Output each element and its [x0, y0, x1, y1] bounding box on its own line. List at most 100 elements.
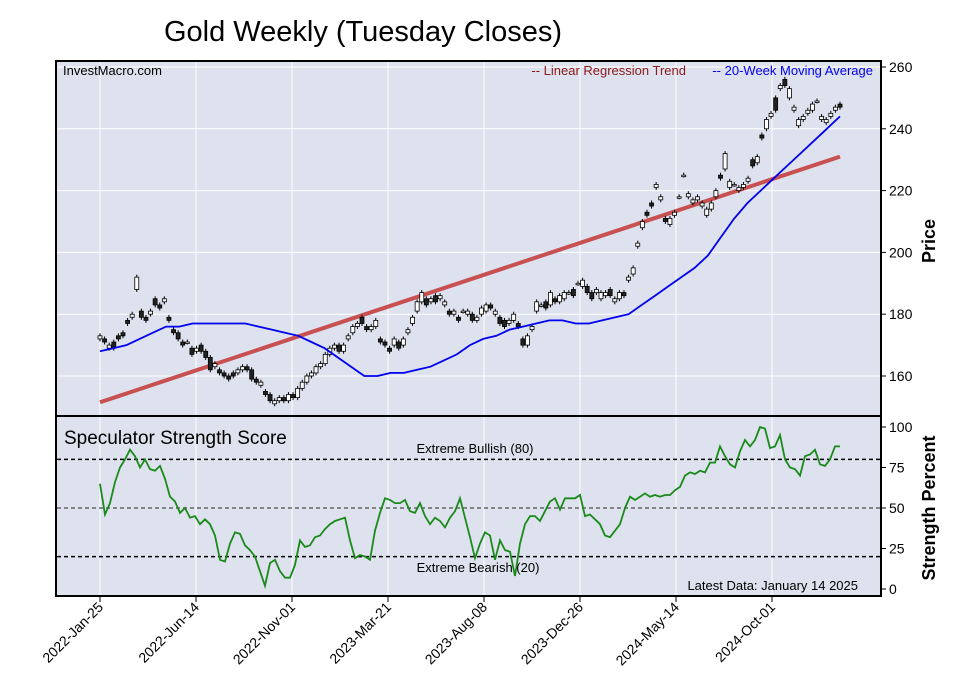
price-tick-label: 220	[889, 183, 913, 199]
candle-body	[405, 329, 411, 334]
candle-body	[823, 119, 829, 124]
candle-body	[391, 338, 397, 346]
x-tick-label: 2022-Jun-14	[135, 599, 202, 666]
candle-body	[787, 88, 792, 99]
strength-axis-title: Strength Percent	[919, 435, 939, 580]
candle-body	[295, 387, 301, 399]
candle-body	[777, 85, 783, 90]
candle-body	[175, 332, 181, 340]
latest-data-note: Latest Data: January 14 2025	[687, 578, 858, 593]
candle-body	[561, 292, 567, 300]
candle-body	[456, 316, 461, 321]
candle-body	[332, 344, 337, 349]
candle-body	[97, 335, 103, 340]
candle-body	[322, 353, 328, 365]
candle-body	[207, 357, 213, 371]
candle-body	[690, 199, 696, 204]
candle-body	[653, 184, 659, 188]
price-tick-label: 160	[889, 368, 913, 384]
candles-layer	[97, 76, 843, 407]
candle-body	[474, 316, 480, 321]
strength-tick-label: 0	[889, 581, 897, 597]
candle-body	[589, 292, 595, 300]
candle-body	[593, 289, 599, 293]
candle-body	[166, 316, 172, 321]
x-tick-label: 2022-Nov-01	[230, 599, 299, 668]
candle-body	[373, 319, 379, 327]
x-tick-label: 2024-May-14	[612, 599, 682, 669]
candle-body	[575, 282, 581, 286]
candle-body	[805, 109, 811, 114]
candle-body	[414, 301, 420, 312]
moving-average-line	[99, 115, 841, 377]
strength-panel	[55, 415, 882, 597]
candle-body	[810, 103, 815, 111]
candle-body	[350, 326, 356, 334]
price-tick-label: 200	[889, 244, 913, 260]
candle-body	[525, 335, 530, 346]
candle-body	[226, 375, 232, 380]
candle-body	[106, 344, 112, 349]
candle-body	[368, 326, 374, 331]
candle-body	[258, 381, 264, 386]
candle-body	[387, 347, 392, 352]
candle-body	[708, 202, 714, 210]
candle-body	[203, 350, 209, 358]
candle-body	[148, 310, 153, 315]
price-y-ticks: 160 180 200 220 240 260	[881, 59, 913, 384]
candle-body	[695, 196, 700, 201]
candle-body	[281, 397, 287, 402]
candle-body	[419, 292, 425, 303]
price-tick-label: 240	[889, 121, 913, 137]
trend-layer	[99, 154, 841, 405]
candle-body	[731, 184, 737, 187]
candle-body	[529, 326, 535, 331]
candle-body	[616, 292, 622, 300]
candle-body	[313, 366, 319, 374]
candle-body	[598, 292, 604, 300]
x-tick-label: 2022-Jan-25	[39, 599, 106, 666]
candle-body	[819, 116, 825, 120]
legend-ma: -- 20-Week Moving Average	[712, 63, 873, 78]
strength-tick-label: 75	[889, 460, 905, 476]
candle-body	[814, 100, 820, 103]
candle-body	[235, 369, 241, 374]
candle-body	[626, 276, 631, 281]
candle-body	[304, 375, 310, 383]
candle-body	[143, 316, 149, 321]
linear-regression-trend-line	[99, 154, 841, 405]
candle-body	[497, 316, 503, 324]
candle-body	[667, 218, 673, 225]
x-tick-label: 2023-Aug-08	[422, 599, 491, 668]
candle-body	[796, 119, 802, 127]
candle-body	[400, 338, 406, 346]
candle-body	[548, 292, 553, 306]
candle-body	[396, 341, 402, 349]
candle-body	[538, 304, 544, 307]
price-tick-label: 260	[889, 59, 913, 75]
candle-body	[649, 202, 654, 207]
candle-body	[230, 372, 236, 377]
candle-body	[318, 363, 324, 368]
chart-title: Gold Weekly (Tuesday Closes)	[164, 16, 562, 48]
candle-body	[276, 397, 282, 402]
candle-body	[263, 391, 268, 395]
candle-body	[115, 335, 121, 340]
candle-body	[552, 298, 558, 303]
candle-body	[754, 156, 760, 164]
candle-body	[502, 319, 507, 327]
candle-body	[152, 298, 158, 306]
candle-body	[345, 335, 351, 340]
strength-tick-label: 100	[889, 419, 913, 435]
candle-body	[685, 193, 691, 198]
candle-body	[437, 295, 443, 300]
price-panel	[55, 60, 882, 417]
candle-body	[359, 316, 365, 324]
candle-body	[171, 329, 176, 334]
candle-body	[603, 292, 608, 297]
candle-body	[217, 369, 222, 374]
candle-body	[184, 341, 190, 344]
extreme-bullish-label: Extreme Bullish (80)	[416, 441, 533, 456]
candle-body	[557, 295, 563, 303]
